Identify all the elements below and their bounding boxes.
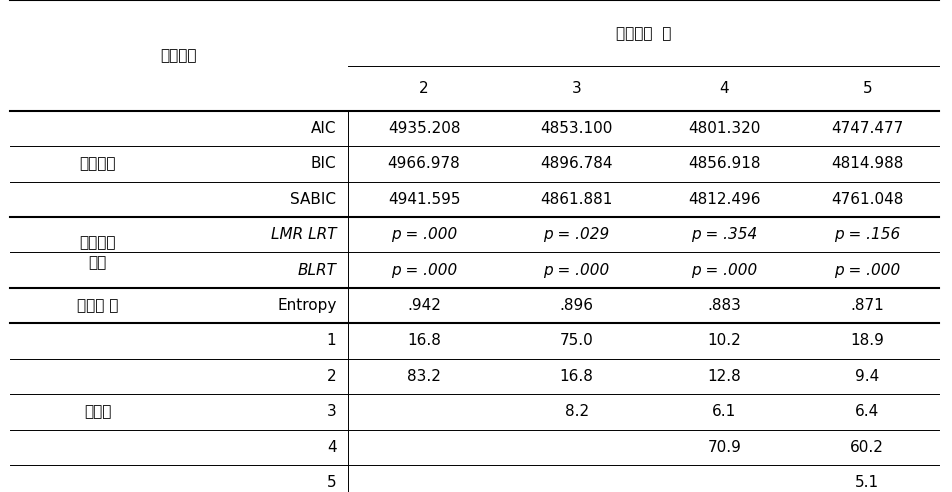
Text: 4853.100: 4853.100 — [540, 121, 612, 136]
Text: 정보지수: 정보지수 — [79, 156, 116, 171]
Text: 4814.988: 4814.988 — [830, 156, 902, 171]
Text: 12.8: 12.8 — [706, 369, 741, 384]
Text: 5.1: 5.1 — [854, 475, 879, 490]
Text: p = .000: p = .000 — [543, 263, 609, 277]
Text: BIC: BIC — [310, 156, 336, 171]
Text: 3: 3 — [571, 81, 581, 96]
Text: 60.2: 60.2 — [849, 440, 883, 455]
Text: 4966.978: 4966.978 — [387, 156, 460, 171]
Text: 5: 5 — [862, 81, 871, 96]
Text: 4896.784: 4896.784 — [540, 156, 612, 171]
Text: .883: .883 — [706, 298, 741, 313]
Text: 18.9: 18.9 — [849, 334, 883, 348]
Text: p = .029: p = .029 — [543, 227, 609, 242]
Text: p = .000: p = .000 — [390, 263, 457, 277]
Text: 4: 4 — [719, 81, 728, 96]
Text: 분류율: 분류율 — [84, 404, 111, 419]
Text: 4801.320: 4801.320 — [687, 121, 760, 136]
Text: .942: .942 — [407, 298, 441, 313]
Text: 4935.208: 4935.208 — [387, 121, 460, 136]
Text: 83.2: 83.2 — [407, 369, 441, 384]
Text: 1: 1 — [327, 334, 336, 348]
Text: 4812.496: 4812.496 — [687, 192, 760, 207]
Text: 70.9: 70.9 — [706, 440, 741, 455]
Text: 4861.881: 4861.881 — [540, 192, 612, 207]
Text: 16.8: 16.8 — [407, 334, 441, 348]
Text: 분류의 질: 분류의 질 — [77, 298, 118, 313]
Text: 4856.918: 4856.918 — [687, 156, 760, 171]
Text: p = .354: p = .354 — [690, 227, 757, 242]
Text: 16.8: 16.8 — [559, 369, 593, 384]
Text: p = .000: p = .000 — [690, 263, 757, 277]
Text: LMR LRT: LMR LRT — [270, 227, 336, 242]
Text: p = .000: p = .000 — [833, 263, 900, 277]
Text: 5: 5 — [327, 475, 336, 490]
Text: 하위유형  수: 하위유형 수 — [615, 26, 670, 41]
Text: 10.2: 10.2 — [706, 334, 741, 348]
Text: 4761.048: 4761.048 — [830, 192, 902, 207]
Text: BLRT: BLRT — [297, 263, 336, 277]
Text: 모형비교
검증: 모형비교 검증 — [79, 235, 116, 270]
Text: p = .156: p = .156 — [833, 227, 900, 242]
Text: 4941.595: 4941.595 — [387, 192, 460, 207]
Text: 3: 3 — [327, 404, 336, 419]
Text: Entropy: Entropy — [277, 298, 336, 313]
Text: .871: .871 — [849, 298, 883, 313]
Text: 4: 4 — [327, 440, 336, 455]
Text: 분류기준: 분류기준 — [160, 48, 197, 63]
Text: p = .000: p = .000 — [390, 227, 457, 242]
Text: 75.0: 75.0 — [559, 334, 593, 348]
Text: 2: 2 — [327, 369, 336, 384]
Text: 6.4: 6.4 — [854, 404, 879, 419]
Text: 6.1: 6.1 — [711, 404, 736, 419]
Text: 4747.477: 4747.477 — [830, 121, 902, 136]
Text: 2: 2 — [419, 81, 428, 96]
Text: AIC: AIC — [310, 121, 336, 136]
Text: .896: .896 — [559, 298, 593, 313]
Text: SABIC: SABIC — [290, 192, 336, 207]
Text: 9.4: 9.4 — [854, 369, 879, 384]
Text: 8.2: 8.2 — [564, 404, 588, 419]
